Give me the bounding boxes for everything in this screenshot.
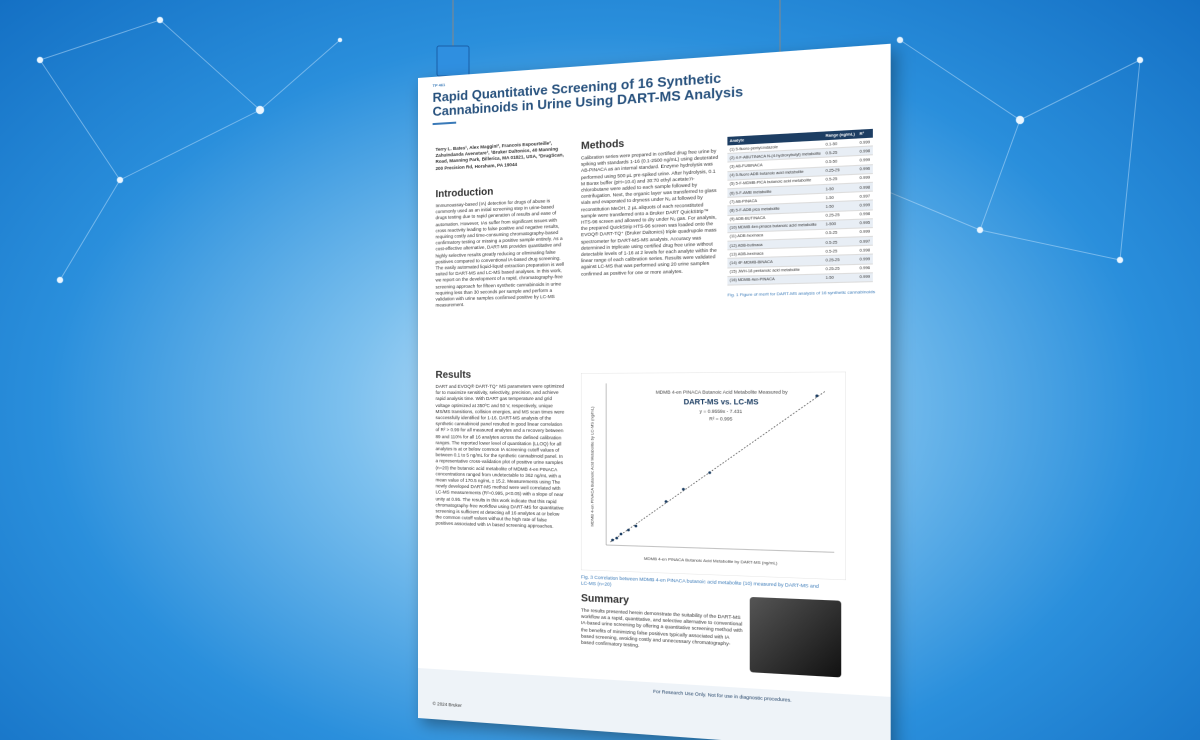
section-text: The results presented herein demonstrate… [580, 607, 743, 648]
disclaimer: For Research Use Only. Not for use in di… [653, 688, 792, 703]
section-heading: Summary [580, 592, 630, 607]
section-text: Calibration series were prepared in cert… [580, 148, 719, 277]
poster: TP 461 Rapid Quantitative Screening of 1… [418, 43, 891, 740]
r-squared: R² = 0.995 [709, 416, 733, 422]
table-cell: 0.997 [857, 236, 873, 246]
section-heading: Introduction [435, 186, 494, 201]
table-cell: 0.999 [857, 272, 873, 282]
title-rule [432, 121, 457, 125]
poster-title: Rapid Quantitative Screening of 16 Synth… [432, 69, 744, 120]
table-caption: Fig. 1 Figure of merit for DART-MS analy… [727, 288, 876, 298]
instrument-image [749, 596, 842, 678]
y-axis-label: MDMB 4-en PINACA Butanoic Acid Metabolit… [589, 406, 594, 527]
equation: y = 0.9559x - 7.431 [700, 409, 743, 415]
correlation-figure: MDMB 4-en PINACA Butanoic Acid Metabolit… [580, 371, 846, 581]
table-cell: 0.996 [857, 263, 873, 273]
figure-subtitle: DART-MS vs. LC-MS [684, 399, 759, 407]
binder-clip [436, 45, 470, 77]
authors: Terry L. Bates¹, Alex Maggini², Francois… [435, 140, 564, 171]
figure-title: MDMB 4-en PINACA Butanoic Acid Metabolit… [656, 389, 789, 395]
poster-tag: TP 461 [432, 82, 446, 88]
table-cell: (16) MDMB-4en-PINACA [727, 273, 824, 286]
x-axis-label: MDMB 4-en PINACA Butanoic Acid Metabolit… [644, 556, 778, 566]
table-cell: 1-50 [823, 272, 858, 283]
table-wrap: Analyte Range (ng/mL) R² (1) 5-fluoro-penty… [727, 127, 890, 298]
merit-table: Analyte Range (ng/mL) R² (1) 5-fluoro-penty… [727, 128, 873, 286]
section-heading: Methods [580, 138, 625, 153]
table-cell: 0.998 [857, 245, 873, 255]
section-heading: Results [435, 369, 472, 381]
section-text: Immunoassay-based (IA) detection for dru… [435, 198, 565, 308]
section-text: DART and EVOQ® DART-TQ⁺ MS parameters we… [435, 383, 565, 530]
copyright: © 2024 Bruker [432, 700, 462, 709]
table-cell: 0.999 [857, 254, 873, 264]
